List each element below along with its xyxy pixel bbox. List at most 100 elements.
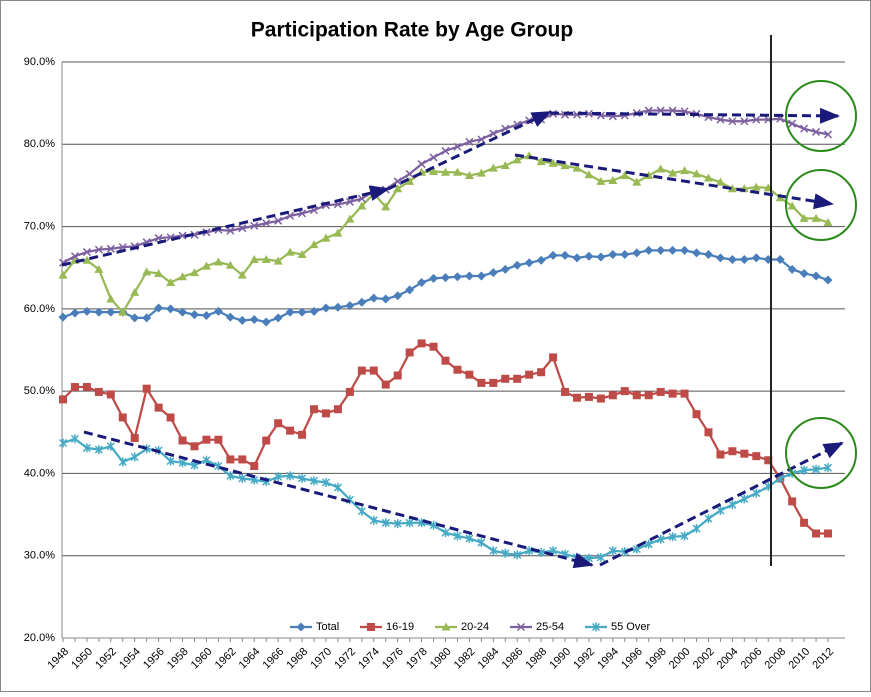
marker — [501, 548, 510, 558]
marker — [644, 245, 654, 255]
y-tick-label: 80.0% — [24, 138, 55, 150]
trend-arrow — [599, 441, 844, 567]
marker — [500, 264, 510, 274]
marker — [488, 163, 498, 172]
marker — [476, 168, 486, 177]
marker — [261, 254, 271, 263]
marker — [632, 248, 642, 258]
y-tick-label: 40.0% — [24, 467, 55, 479]
marker — [441, 273, 450, 283]
marker — [441, 167, 450, 176]
marker — [812, 127, 821, 136]
trend-arrows — [61, 107, 844, 569]
marker — [345, 214, 355, 223]
marker — [201, 261, 211, 270]
marker — [548, 158, 558, 167]
marker — [381, 202, 391, 211]
marker — [405, 176, 415, 185]
marker — [190, 230, 199, 239]
marker — [309, 306, 319, 316]
marker — [309, 476, 319, 486]
marker — [201, 310, 211, 320]
marker — [429, 166, 439, 175]
marker — [692, 410, 701, 419]
marker — [393, 291, 403, 301]
marker — [464, 171, 474, 180]
marker — [178, 458, 187, 468]
marker — [405, 285, 415, 295]
marker — [584, 109, 593, 118]
legend-label: Total — [316, 621, 339, 633]
marker — [668, 389, 677, 398]
marker — [811, 213, 821, 222]
marker — [476, 271, 486, 281]
marker — [237, 270, 247, 279]
trend-arrow — [514, 153, 834, 210]
marker — [740, 449, 749, 458]
marker — [703, 250, 713, 260]
marker — [405, 169, 414, 178]
marker — [106, 441, 115, 451]
marker — [429, 273, 439, 283]
marker — [369, 293, 379, 303]
marker — [417, 278, 427, 288]
marker — [500, 161, 510, 170]
marker — [584, 251, 594, 261]
marker — [58, 438, 68, 448]
marker — [751, 253, 761, 263]
marker — [118, 457, 127, 467]
marker — [823, 130, 833, 139]
marker — [249, 254, 259, 263]
marker — [441, 146, 450, 155]
marker — [644, 171, 654, 180]
marker — [70, 383, 79, 392]
marker — [130, 287, 140, 296]
y-tick-label: 20.0% — [24, 632, 55, 644]
marker — [739, 254, 749, 264]
marker — [477, 135, 486, 144]
marker — [405, 348, 414, 357]
marker — [728, 117, 737, 126]
marker — [369, 366, 378, 375]
marker — [178, 307, 188, 317]
marker — [357, 194, 366, 203]
marker — [608, 175, 618, 184]
marker — [513, 374, 522, 383]
marker — [94, 245, 103, 254]
annotations — [61, 35, 857, 569]
highlight-circle — [785, 80, 857, 152]
marker — [273, 256, 283, 265]
series — [59, 339, 832, 538]
legend-marker — [367, 623, 375, 631]
legend-label: 55 Over — [611, 621, 650, 633]
marker — [489, 378, 498, 387]
marker — [764, 456, 773, 465]
marker — [715, 253, 725, 263]
marker — [644, 539, 653, 549]
marker — [608, 391, 617, 400]
marker — [812, 464, 821, 474]
marker — [345, 197, 354, 206]
marker — [82, 255, 92, 264]
marker — [775, 254, 785, 264]
marker — [800, 124, 809, 133]
marker — [596, 252, 606, 262]
marker — [464, 271, 474, 281]
marker — [465, 533, 474, 543]
marker — [321, 233, 331, 242]
marker — [226, 455, 235, 464]
marker — [561, 387, 570, 396]
marker — [118, 413, 127, 422]
marker — [740, 494, 749, 504]
trend-arrow — [83, 430, 594, 569]
marker — [489, 546, 498, 556]
marker — [715, 177, 725, 186]
marker — [608, 546, 617, 556]
marker — [703, 173, 713, 182]
marker — [238, 455, 247, 464]
marker — [142, 267, 152, 276]
marker — [82, 248, 91, 257]
marker — [453, 531, 462, 541]
marker — [513, 550, 522, 560]
marker — [249, 315, 259, 325]
